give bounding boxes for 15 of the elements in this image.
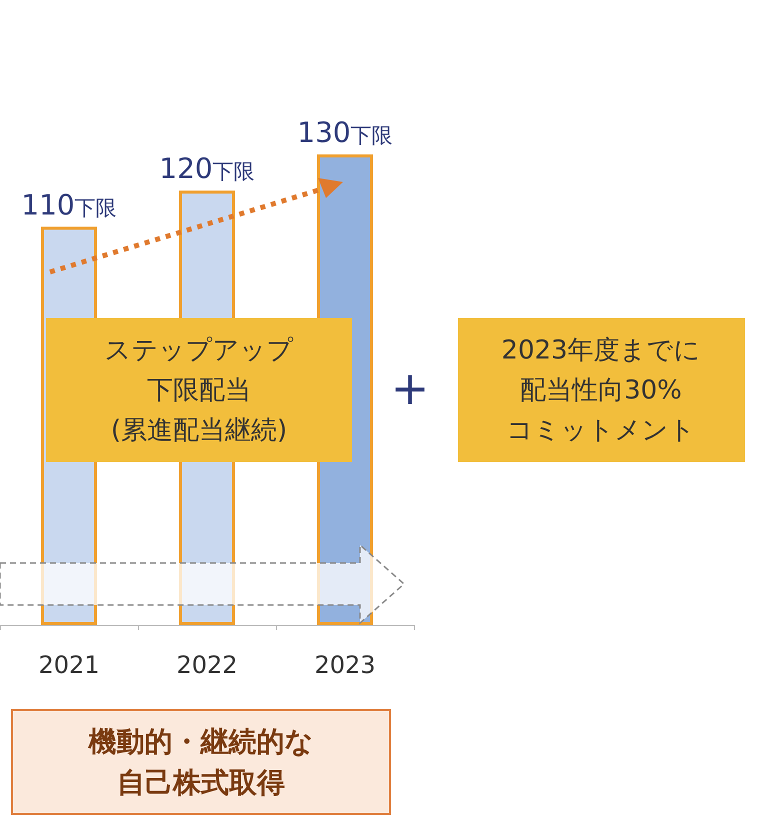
text: 機動的・継続的な: [88, 724, 314, 760]
text: 2023年度までに: [501, 334, 701, 368]
annotation: ステップアップ: [104, 334, 294, 368]
annotation: (累進配当継続): [110, 414, 288, 448]
x-tick-label: 2023: [314, 651, 376, 679]
text: 配当性向30%: [520, 374, 682, 408]
x-tick-label: 2021: [38, 651, 100, 679]
data-label: 130下限: [297, 116, 393, 149]
data-label: 110下限: [21, 188, 117, 222]
annotation: 下限配当: [147, 374, 251, 408]
x-tick-label: 2022: [176, 651, 238, 679]
text: 自己株式取得: [117, 765, 285, 801]
text: +: [390, 361, 430, 415]
text: コミットメント: [506, 414, 696, 448]
data-label: 120下限: [159, 152, 255, 186]
